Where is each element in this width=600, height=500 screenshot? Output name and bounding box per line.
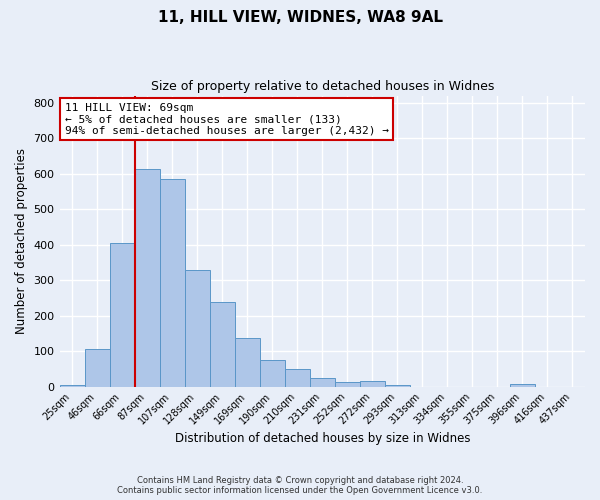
Bar [209,302,235,386]
Bar [510,384,535,386]
Bar [59,385,85,386]
Y-axis label: Number of detached properties: Number of detached properties [15,148,28,334]
Bar [110,243,134,386]
Bar [335,382,360,386]
Bar [285,369,310,386]
Text: 11, HILL VIEW, WIDNES, WA8 9AL: 11, HILL VIEW, WIDNES, WA8 9AL [157,10,443,25]
Bar [310,378,335,386]
Bar [360,382,385,386]
Text: 11 HILL VIEW: 69sqm
← 5% of detached houses are smaller (133)
94% of semi-detach: 11 HILL VIEW: 69sqm ← 5% of detached hou… [65,103,389,136]
X-axis label: Distribution of detached houses by size in Widnes: Distribution of detached houses by size … [175,432,470,445]
Bar [260,360,285,386]
Bar [235,338,260,386]
Title: Size of property relative to detached houses in Widnes: Size of property relative to detached ho… [151,80,494,93]
Text: Contains HM Land Registry data © Crown copyright and database right 2024.
Contai: Contains HM Land Registry data © Crown c… [118,476,482,495]
Bar [134,170,160,386]
Bar [160,179,185,386]
Bar [85,348,110,387]
Bar [385,385,410,386]
Bar [185,270,209,386]
